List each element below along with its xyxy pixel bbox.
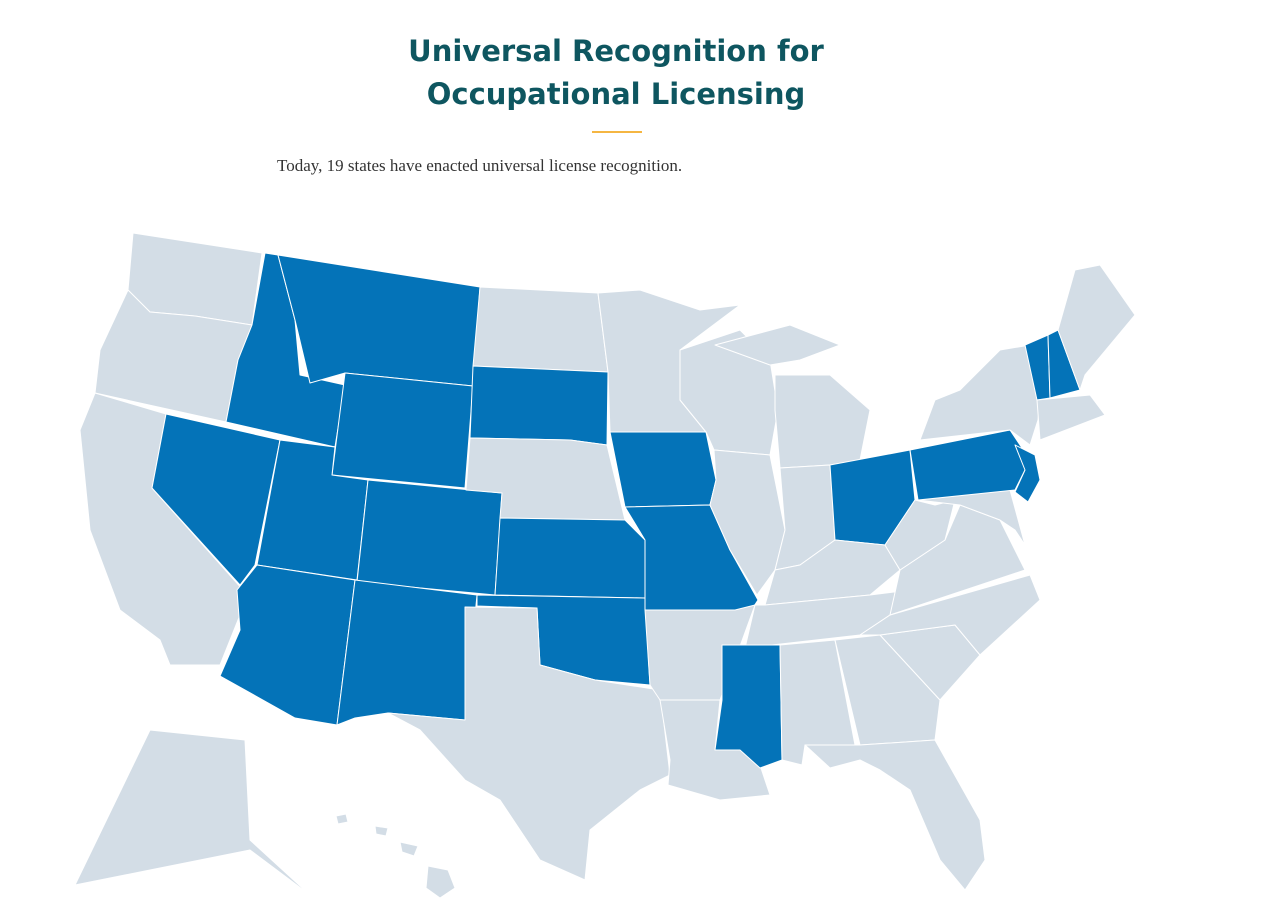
state-pennsylvania	[909, 429, 1031, 501]
state-new-mexico	[336, 579, 478, 726]
state-north-carolina	[859, 574, 1041, 656]
state-michigan	[774, 374, 871, 469]
state-maine	[1057, 264, 1136, 391]
state-southern-new-england	[1036, 394, 1106, 441]
state-florida	[804, 739, 986, 891]
page-title: Universal Recognition for Occupational L…	[408, 34, 824, 111]
state-hawaii-maui	[399, 841, 419, 857]
state-arizona	[219, 564, 356, 726]
title-underline	[592, 131, 642, 133]
state-hawaii-oahu	[374, 825, 389, 837]
state-texas	[387, 606, 671, 881]
state-hawaii-kauai	[335, 813, 349, 825]
state-montana	[277, 254, 481, 387]
state-nevada	[151, 413, 281, 586]
state-new-york	[919, 344, 1041, 446]
subtitle: Today, 19 states have enacted universal …	[277, 156, 683, 175]
state-colorado	[356, 479, 503, 596]
state-mississippi	[714, 644, 783, 769]
state-north-dakota	[472, 286, 609, 373]
state-alaska	[74, 729, 311, 896]
state-hawaii-big-island	[425, 865, 456, 899]
state-kansas	[494, 517, 646, 599]
state-wyoming	[331, 372, 474, 489]
state-michigan-upper	[714, 324, 841, 366]
state-south-dakota	[469, 365, 609, 446]
state-illinois	[709, 449, 786, 596]
state-georgia	[834, 634, 941, 746]
state-iowa	[609, 431, 717, 508]
state-new-jersey	[1014, 444, 1041, 503]
